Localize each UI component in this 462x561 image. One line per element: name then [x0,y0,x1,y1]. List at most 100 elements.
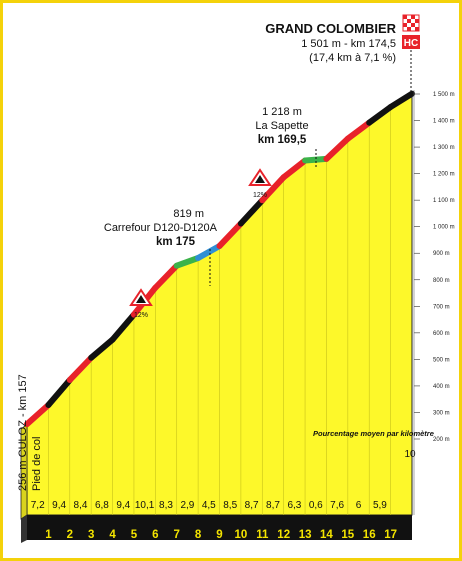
flag-square [403,23,407,27]
flag-square [411,23,415,27]
segment-gradient-label: 8,3 [159,500,173,511]
flag-square [411,15,415,19]
waypoint-sapette-altitude: 1 218 m [262,106,302,118]
km-tick-label: 10 [235,529,248,541]
flag-square [403,15,407,19]
altitude-tick-label: 700 m [433,304,450,310]
segment-gradient-label: 10,1 [135,500,155,511]
gradient-segment [109,311,137,343]
km-tick-label: 7 [173,529,179,541]
altitude-tick-label: 400 m [433,384,450,390]
waypoint-sapette-name: La Sapette [255,120,308,132]
altitude-tick-label: 900 m [433,251,450,257]
flag-square [407,23,411,27]
steep-warning-icon [248,168,272,186]
altitude-tick-label: 1 000 m [433,225,455,231]
gradient-segment [366,104,394,126]
gradient-segment [173,255,202,269]
gradient-segment [323,135,351,162]
gradient-segment [88,336,116,361]
km-tick-label: 13 [299,529,312,541]
summit-name: GRAND COLOMBIER [265,21,396,36]
gradient-segment [152,262,180,291]
gradient-segment [45,377,73,408]
altitude-tick-label: 800 m [433,278,450,284]
gradient-segment [237,197,266,227]
km-tick-label: 12 [277,529,290,541]
segment-gradient-label: 5,9 [373,500,387,511]
flag-square [407,15,411,19]
segment-gradient-label: 8,5 [223,500,237,511]
start-altitude-location: 256 m CULOZ - km 157 [17,374,29,491]
segment-gradient-label: 10 [404,449,416,460]
km-tick-label: 2 [67,529,73,541]
flag-square [415,23,419,27]
segment-gradient-label: 8,7 [245,500,259,511]
flag-square [407,27,411,31]
segment-gradient-label: 8,4 [74,500,88,511]
steep-warning-label: 12% [253,192,267,199]
steep-warning-icon [129,288,153,306]
waypoint-carrefour-name: Carrefour D120-D120A [104,222,218,234]
gradient-segment [66,354,95,383]
gradient-segment [216,220,244,249]
gradient-segment [24,402,52,428]
gradient-segment [344,119,373,142]
flag-border [402,14,420,32]
segment-gradient-label: 9,4 [116,500,130,511]
segment-gradient-label: 6 [356,500,362,511]
flag-square [415,27,419,31]
waypoint-carrefour-altitude: 819 m [173,208,204,220]
segment-gradient-label: 4,5 [202,500,216,511]
altitude-tick-label: 200 m [433,437,450,443]
km-tick-label: 6 [152,529,158,541]
gradient-segment [259,174,287,204]
altitude-tick-label: 1 500 m [433,92,455,98]
km-base-band [27,515,412,540]
start-foot-label: Pied de col [31,437,43,491]
flag-square [415,15,419,19]
km-tick-label: 4 [109,529,116,541]
summit-length-gradient: (17,4 km à 7,1 %) [309,52,396,64]
km-tick-label: 14 [320,529,333,541]
hc-category-badge: HC [402,35,420,49]
km-tick-label: 17 [384,529,397,541]
km-tick-label: 5 [131,529,138,541]
climb-profile-chart: 7,2 9,4 8,4 6,8 9,4 10,1 8,3 2,9 4,5 8,5 8,7 8,7 6,3… [17,14,455,543]
km-tick-label: 11 [256,529,269,541]
altitude-tick-label: 600 m [433,331,450,337]
flag-square [411,19,415,23]
altitude-tick-label: 1 200 m [433,172,455,178]
altitude-tick-label: 1 400 m [433,119,455,125]
flag-square [415,19,419,23]
km-tick-label: 8 [195,529,202,541]
segment-gradient-label: 8,7 [266,500,280,511]
segment-gradient-label: 6,8 [95,500,109,511]
gradient-segment [387,90,415,110]
altitude-tick-label: 500 m [433,357,450,363]
segment-gradient-label: 0,6 [309,500,323,511]
gradient-segment [302,155,330,164]
km-tick-label: 9 [216,529,222,541]
km-tick-label: 1 [45,529,52,541]
km-tick-label: 3 [88,529,94,541]
waypoint-carrefour-km: km 175 [156,236,196,248]
km-tick-label: 16 [363,529,376,541]
segment-gradient-label: 9,4 [52,500,66,511]
km-base-band-side [21,515,27,543]
finish-flag-icon [402,14,420,32]
segment-gradient-label: 7,6 [330,500,344,511]
altitude-tick-label: 1 300 m [433,145,455,151]
summit-altitude-km: 1 501 m - km 174,5 [301,38,396,50]
start-line1: 256 m CULOZ - km 157 [17,374,29,491]
waypoint-sapette-km: km 169,5 [258,134,307,146]
flag-square [403,27,407,31]
altitude-tick-label: 300 m [433,410,450,416]
segment-gradient-label: 2,9 [180,500,194,511]
segment-gradient-label: 6,3 [287,500,301,511]
steep-warning-label: 12% [134,312,148,319]
altitude-tick-label: 1 100 m [433,198,455,204]
flag-square [403,19,407,23]
flag-square [407,19,411,23]
